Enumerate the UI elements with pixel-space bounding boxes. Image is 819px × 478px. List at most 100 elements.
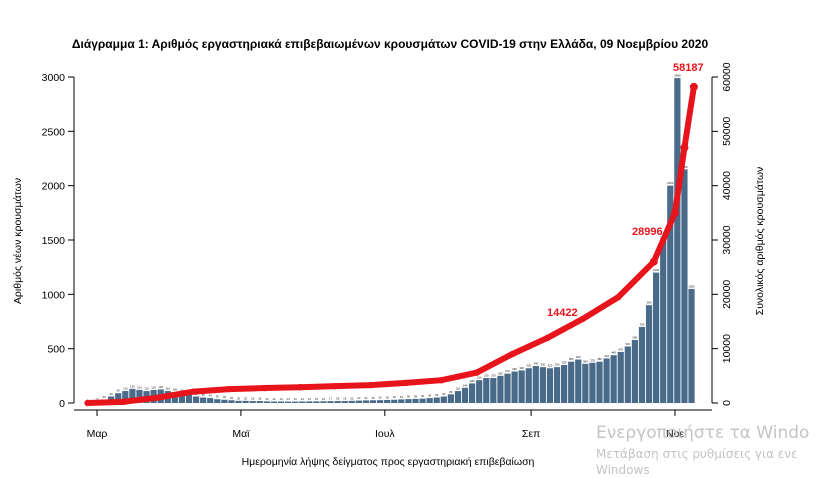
bar-value-label: 50 (435, 393, 439, 397)
bar-value-label: 15 (265, 397, 269, 401)
bar-value-label: 125 (158, 385, 163, 389)
bar-value-label: 14 (272, 397, 276, 401)
bar-value-label: 470 (618, 347, 623, 351)
bar-value-label: 580 (633, 335, 638, 339)
cumulative-point (689, 82, 698, 91)
bar-value-label: 360 (583, 359, 588, 363)
bar-value-label: 15 (315, 397, 319, 401)
cumulative-point (473, 369, 481, 376)
y-right-tick-label: 20000 (721, 280, 733, 309)
bar-value-label: 320 (526, 364, 531, 368)
new-cases-bar (476, 380, 483, 403)
new-cases-bar (653, 272, 660, 403)
new-cases-bar (624, 346, 631, 403)
y-right-tick-label: 40000 (721, 171, 733, 200)
bar-value-label: 80 (449, 390, 453, 394)
bar-value-label: 50 (202, 393, 206, 397)
y-left-tick-label: 0 (59, 398, 65, 410)
bar-value-label: 1050 (688, 284, 695, 288)
x-tick-label: Ιουλ (375, 428, 395, 440)
bar-value-label: 10 (95, 397, 99, 401)
new-cases-bar (200, 397, 207, 403)
new-cases-bar (681, 169, 688, 403)
axes: 0500100015002000250030000100002000030000… (42, 62, 733, 440)
bar-value-label: 100 (173, 388, 178, 392)
bar-value-label: 370 (590, 358, 595, 362)
y-right-tick-label: 50000 (721, 117, 733, 146)
bar-value-label: 33 (400, 395, 404, 399)
bar-value-label: 28 (386, 395, 390, 399)
bar-value-label: 2000 (667, 181, 674, 185)
bar-value-label: 380 (597, 357, 602, 361)
cumulative-point (332, 382, 339, 390)
x-axis-title: Ημερομηνία λήψης δείγματος προς εργαστηρ… (242, 456, 535, 468)
new-cases-bar (355, 400, 362, 403)
new-cases-bars (84, 78, 695, 404)
y-right-tick-label: 60000 (721, 62, 733, 91)
new-cases-bar (568, 361, 575, 403)
new-cases-bar (391, 399, 398, 403)
new-cases-bar (440, 396, 447, 403)
bar-value-label: 330 (541, 363, 546, 367)
bar-value-label: 60 (442, 392, 446, 396)
y-axis-left-title: Αριθμός νέων κρουσμάτων (12, 178, 24, 304)
new-cases-bar (369, 400, 377, 403)
new-cases-bar (518, 370, 525, 403)
bar-value-label: 22 (357, 396, 361, 400)
bar-value-label: 18 (336, 397, 340, 401)
windows-watermark-title: Ενεργοποιήστε τα Windo (596, 423, 810, 443)
bar-value-label: 38 (414, 394, 418, 398)
cumulative-series (84, 82, 698, 407)
bar-value-label: 30 (223, 395, 227, 399)
new-cases-bar (384, 399, 391, 403)
bar-value-label: 230 (484, 374, 489, 378)
bar-value-label: 17 (329, 397, 333, 401)
bar-value-label: 700 (640, 322, 645, 326)
new-cases-bar (433, 397, 440, 403)
bar-value-label: 440 (611, 351, 616, 355)
bar-value-label: 410 (604, 354, 609, 358)
bar-value-label: 25 (371, 396, 375, 400)
y-left-tick-label: 2000 (42, 181, 66, 193)
y-left-tick-label: 3000 (42, 72, 66, 84)
new-cases-bar (490, 378, 497, 403)
new-cases-bar (129, 388, 136, 403)
new-cases-bar (688, 288, 695, 403)
bar-value-label: 1200 (653, 268, 660, 272)
bar-value-label: 20 (350, 396, 354, 400)
cumulative-point (402, 379, 410, 387)
bar-value-label: 60 (110, 392, 114, 396)
bar-value-label: 45 (209, 394, 213, 398)
new-cases-bar (667, 185, 674, 403)
new-cases-bar (341, 401, 348, 403)
new-cases-bar (207, 398, 214, 403)
new-cases-bar (532, 366, 539, 403)
bar-value-label: 110 (144, 387, 149, 391)
cumulative-point (544, 334, 551, 341)
new-cases-bar (589, 362, 596, 403)
y-right-tick-label: 0 (721, 400, 733, 406)
bar-value-label: 140 (463, 383, 468, 387)
cumulative-point (119, 398, 127, 406)
bar-value-label: 13 (294, 397, 298, 401)
bar-value-label: 45 (428, 394, 432, 398)
new-cases-bar (660, 240, 667, 403)
new-cases-bar (178, 393, 186, 403)
new-cases-bar (638, 326, 646, 403)
new-cases-bar (398, 399, 405, 403)
new-cases-bar (546, 368, 554, 403)
new-cases-bar (242, 400, 249, 403)
bar-value-label: 20 (244, 396, 248, 400)
y-right-tick-label: 30000 (721, 225, 733, 254)
y-left-tick-label: 1000 (42, 289, 66, 301)
bar-value-label: 2990 (674, 74, 681, 78)
bar-value-label: 400 (576, 355, 581, 359)
bar-value-label: 110 (166, 387, 171, 391)
new-cases-bar (610, 355, 617, 403)
new-cases-bar (334, 401, 341, 403)
cumulative-point (261, 384, 268, 392)
new-cases-bar (412, 398, 419, 403)
bar-value-label: 270 (505, 369, 510, 373)
bar-value-label: 350 (562, 360, 567, 364)
